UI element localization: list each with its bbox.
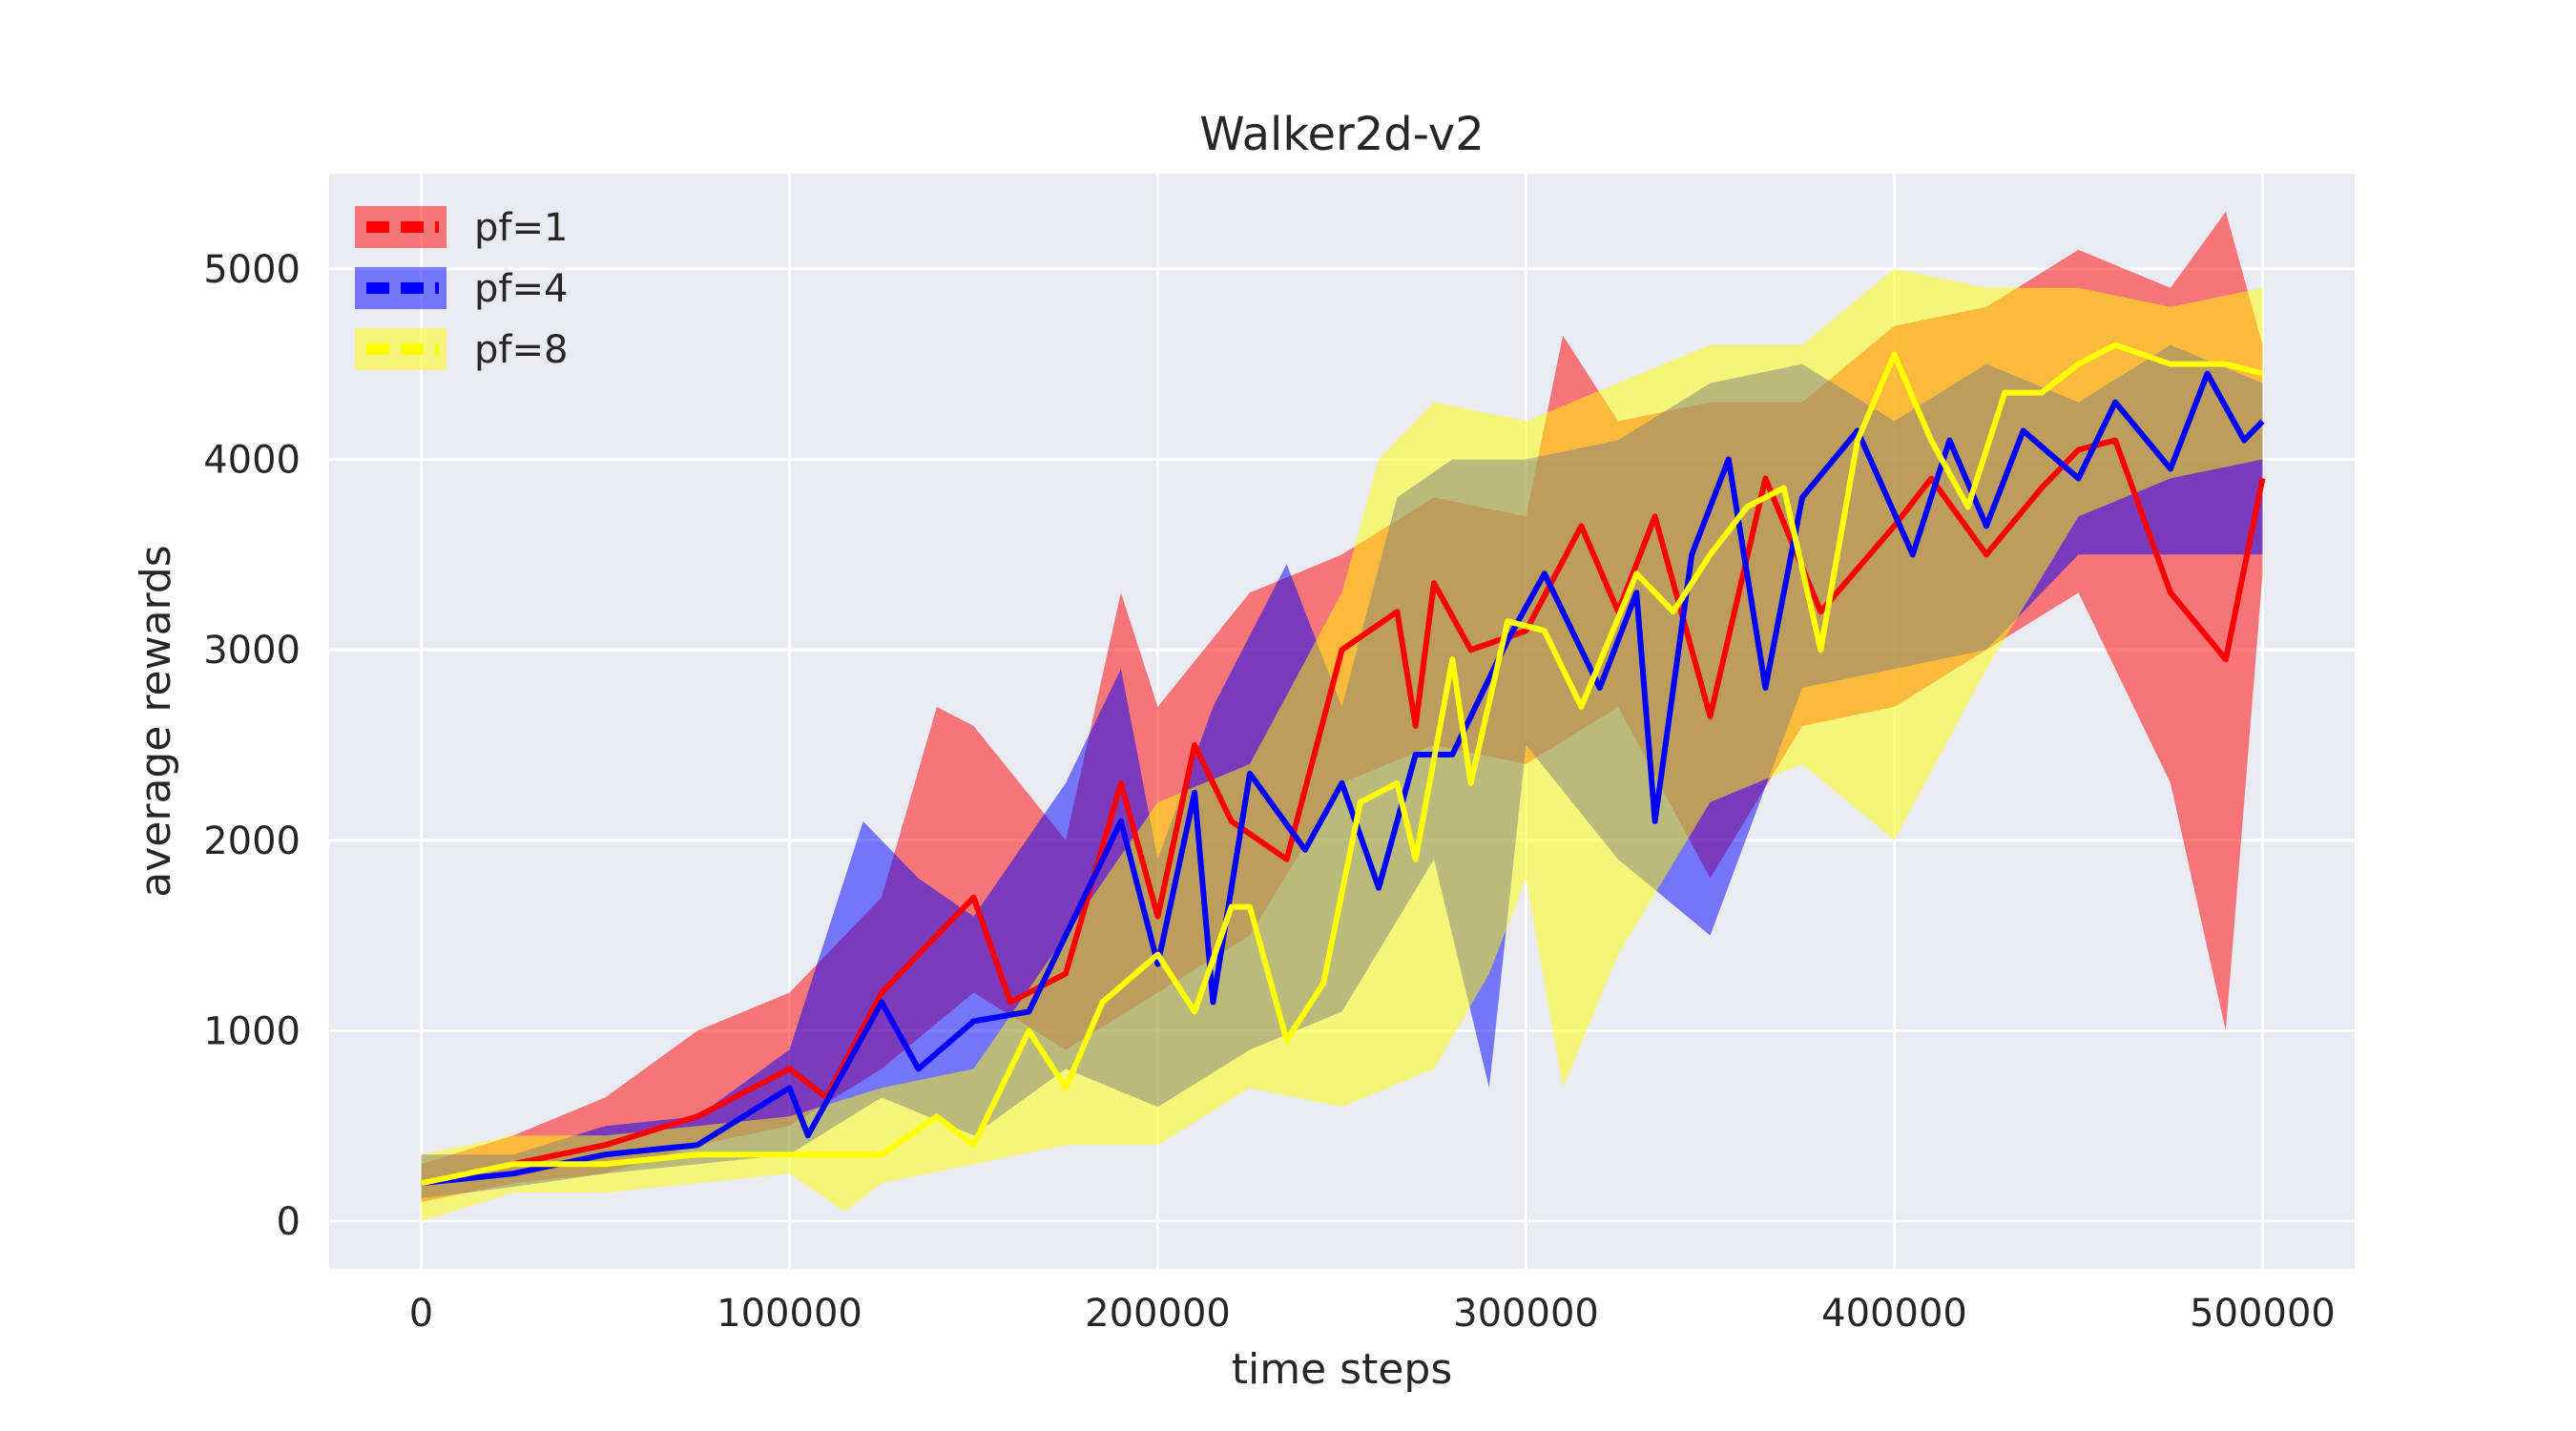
chart-title: Walker2d-v2 xyxy=(1199,108,1484,161)
x-tick-label: 300000 xyxy=(1453,1292,1599,1336)
y-tick-label: 5000 xyxy=(203,248,301,292)
line-pf8 xyxy=(420,342,2264,1187)
y-tick-labels: 0 1000 2000 3000 4000 5000 xyxy=(203,248,301,1244)
x-axis-label: time steps xyxy=(1232,1345,1453,1394)
y-tick-label: 2000 xyxy=(203,819,301,863)
x-tick-label: 200000 xyxy=(1085,1292,1231,1336)
y-tick-label: 4000 xyxy=(203,438,301,482)
y-axis-label: average rewards xyxy=(132,545,180,897)
series-lines xyxy=(420,342,2266,1187)
y-tick-label: 1000 xyxy=(203,1009,301,1053)
x-tick-label: 100000 xyxy=(717,1292,862,1336)
y-tick-label: 3000 xyxy=(203,629,301,673)
x-tick-labels: 0 100000 200000 300000 400000 500000 xyxy=(409,1292,2336,1336)
y-tick-label: 0 xyxy=(277,1200,301,1244)
legend-label: pf=1 xyxy=(474,206,568,250)
line-pf4 xyxy=(421,370,2265,1187)
x-tick-label: 400000 xyxy=(1821,1292,1967,1336)
line-pf1 xyxy=(420,437,2266,1187)
legend-label: pf=8 xyxy=(474,328,568,372)
legend: pf=1 pf=4 pf=8 xyxy=(355,206,568,372)
x-tick-label: 500000 xyxy=(2190,1292,2336,1336)
legend-label: pf=4 xyxy=(474,267,568,311)
legend-item: pf=1 xyxy=(355,206,568,250)
legend-item: pf=4 xyxy=(355,267,568,311)
legend-item: pf=8 xyxy=(355,328,568,372)
x-tick-label: 0 xyxy=(409,1292,433,1336)
